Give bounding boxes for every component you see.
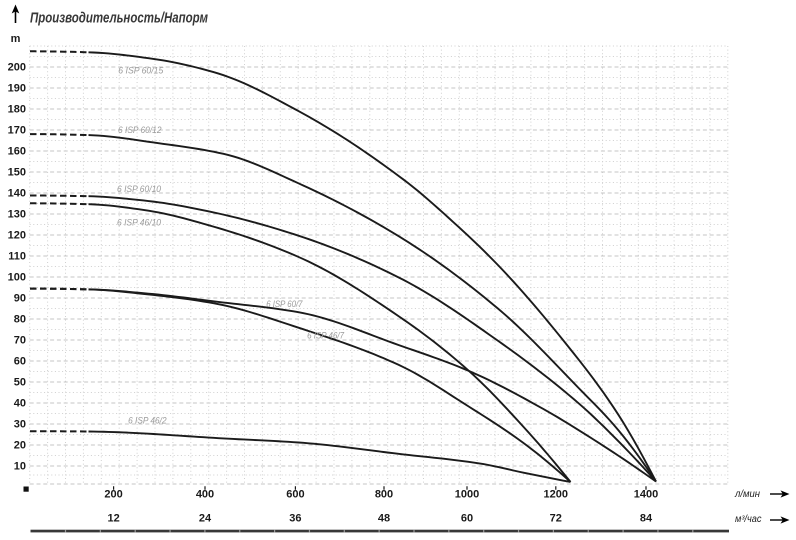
svg-text:60: 60 — [461, 513, 473, 525]
svg-text:6 ISP 60/7: 6 ISP 60/7 — [266, 299, 303, 310]
svg-text:40: 40 — [14, 398, 26, 410]
svg-text:m: m — [11, 33, 21, 45]
svg-text:130: 130 — [8, 209, 26, 221]
svg-text:1200: 1200 — [544, 489, 568, 501]
svg-text:30: 30 — [14, 419, 26, 431]
svg-text:100: 100 — [8, 272, 26, 284]
svg-text:36: 36 — [289, 513, 301, 525]
svg-text:70: 70 — [14, 335, 26, 347]
svg-text:50: 50 — [14, 377, 26, 389]
svg-text:72: 72 — [550, 513, 562, 525]
svg-text:140: 140 — [8, 188, 26, 200]
svg-text:200: 200 — [8, 62, 26, 74]
svg-text:400: 400 — [196, 489, 214, 501]
svg-text:84: 84 — [640, 513, 653, 525]
svg-text:6 ISP 46/10: 6 ISP 46/10 — [117, 217, 162, 228]
svg-text:80: 80 — [14, 314, 26, 326]
svg-text:800: 800 — [375, 489, 393, 501]
svg-text:20: 20 — [14, 440, 26, 452]
svg-text:170: 170 — [8, 125, 26, 137]
svg-text:200: 200 — [104, 489, 122, 501]
svg-text:120: 120 — [8, 230, 26, 242]
svg-text:24: 24 — [199, 513, 212, 525]
svg-text:л/мин: л/мин — [734, 489, 760, 500]
svg-text:110: 110 — [8, 251, 26, 263]
svg-text:6 ISP 46/2: 6 ISP 46/2 — [128, 416, 167, 427]
svg-text:6 ISP 46/7: 6 ISP 46/7 — [307, 331, 345, 342]
svg-text:Производительность/Напорм: Производительность/Напорм — [30, 10, 208, 27]
svg-text:48: 48 — [378, 513, 390, 525]
svg-text:160: 160 — [8, 146, 26, 158]
svg-text:м³/час: м³/час — [735, 514, 762, 525]
svg-text:60: 60 — [14, 356, 26, 368]
svg-text:150: 150 — [8, 167, 26, 179]
svg-text:12: 12 — [107, 513, 119, 525]
svg-text:10: 10 — [14, 461, 26, 473]
svg-text:190: 190 — [8, 83, 26, 95]
svg-text:1000: 1000 — [455, 489, 479, 501]
svg-text:1400: 1400 — [634, 489, 658, 501]
svg-text:90: 90 — [14, 293, 26, 305]
svg-text:600: 600 — [286, 489, 304, 501]
svg-text:180: 180 — [8, 104, 26, 116]
svg-text:6 ISP 60/12: 6 ISP 60/12 — [118, 125, 162, 136]
svg-text:6 ISP 60/15: 6 ISP 60/15 — [118, 65, 164, 76]
svg-text:6 ISP 60/10: 6 ISP 60/10 — [117, 184, 162, 195]
